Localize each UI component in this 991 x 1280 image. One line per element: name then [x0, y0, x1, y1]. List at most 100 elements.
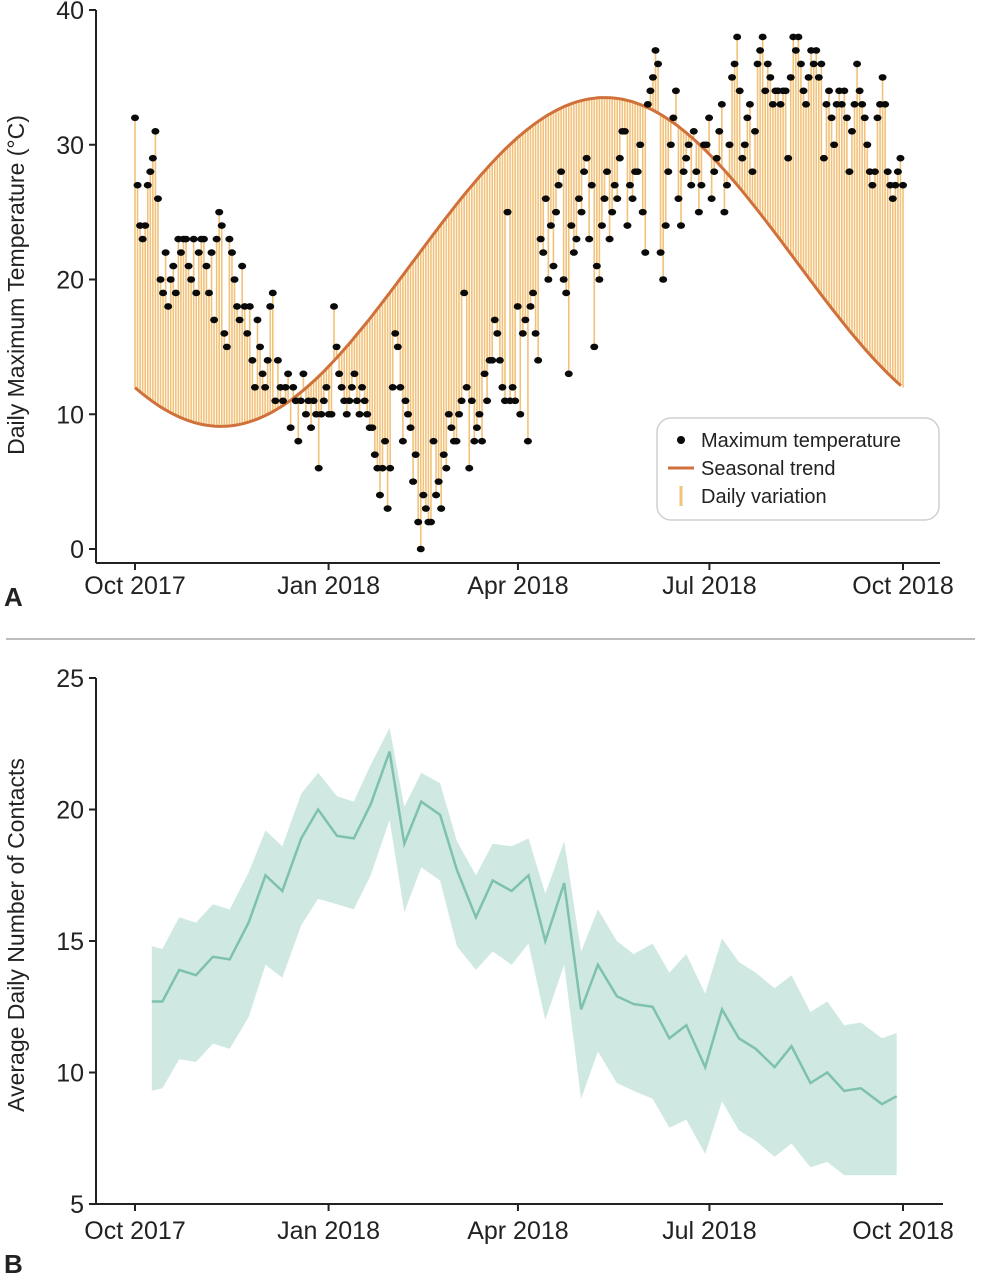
temperature-point	[712, 154, 721, 162]
temperature-point	[350, 370, 359, 378]
y-tick-label: 40	[56, 0, 84, 25]
temperature-point	[263, 357, 272, 364]
temperature-point	[796, 60, 805, 68]
temperature-point	[409, 478, 418, 485]
daily-variation-bars	[134, 36, 904, 549]
temperature-point	[580, 168, 589, 175]
temperature-point	[608, 208, 617, 216]
temperature-point	[893, 168, 902, 175]
temperature-point	[623, 222, 632, 229]
temperature-point	[891, 181, 900, 189]
temperature-point	[309, 397, 318, 405]
temperature-point	[610, 181, 619, 189]
temperature-point	[429, 437, 438, 445]
temperature-point	[814, 74, 823, 81]
temperature-point	[452, 437, 461, 445]
temperature-point	[781, 87, 790, 95]
contacts-confidence-band	[151, 728, 897, 1176]
temperature-point	[192, 289, 201, 297]
temperature-point	[697, 181, 706, 189]
temperature-point	[786, 74, 795, 81]
temperature-point	[314, 464, 323, 472]
temperature-point	[551, 208, 560, 216]
temperature-point	[296, 397, 305, 405]
temperature-point	[636, 141, 645, 149]
legend-point-icon	[677, 436, 685, 444]
temperature-point	[582, 154, 591, 162]
temperature-point	[534, 357, 543, 364]
temperature-point	[809, 60, 818, 68]
temperature-point	[439, 451, 448, 458]
temperature-point	[375, 491, 384, 499]
y-tick-label: 10	[56, 1060, 84, 1088]
temperature-point	[391, 330, 400, 337]
temperature-point	[207, 249, 216, 256]
temperature-point	[202, 262, 211, 270]
temperature-point	[161, 249, 170, 256]
temperature-point	[791, 47, 800, 54]
temperature-point	[572, 235, 581, 243]
temperature-point	[526, 303, 535, 310]
temperature-point	[184, 262, 193, 270]
temperature-point	[671, 87, 680, 95]
temperature-point	[299, 370, 308, 378]
temperature-point	[546, 222, 555, 229]
temperature-point	[153, 195, 162, 202]
y-tick-label: 20	[56, 267, 84, 295]
temperature-point	[881, 101, 890, 108]
temperature-point	[426, 518, 435, 526]
temperature-point	[460, 289, 469, 297]
temperature-point	[164, 303, 173, 310]
temperature-point	[899, 181, 907, 189]
temperature-point	[592, 262, 601, 270]
temperature-point	[625, 181, 634, 189]
temperature-point	[271, 397, 280, 405]
temperature-point	[784, 154, 793, 162]
panel-b-axes: 5 10 15 20 25 Oct 2017 Jan 2018 Apr 2018 Jul 201…	[56, 665, 954, 1245]
temperature-point	[419, 491, 428, 499]
temperature-point	[605, 235, 614, 243]
temperature-point	[549, 262, 558, 270]
temperature-point	[819, 154, 828, 162]
temperature-point	[648, 74, 657, 81]
temperature-point	[679, 168, 688, 175]
x-tick-label: Oct 2017	[84, 572, 185, 600]
temperature-point	[855, 87, 864, 95]
temperature-point	[664, 168, 673, 175]
temperature-point	[740, 141, 749, 149]
temperature-point	[587, 181, 596, 189]
y-tick-label: 15	[56, 928, 84, 956]
temperature-point	[878, 74, 887, 81]
temperature-point	[235, 316, 244, 324]
temperature-point	[434, 478, 443, 485]
x-tick-label: Jan 2018	[277, 1217, 380, 1245]
temperature-point	[638, 208, 647, 216]
y-tick-label: 5	[70, 1191, 84, 1219]
temperature-point	[562, 289, 571, 297]
temperature-point	[669, 114, 678, 122]
legend-label-seasonal-trend: Seasonal trend	[701, 458, 836, 480]
temperature-point	[511, 397, 520, 405]
temperature-point	[416, 545, 425, 553]
temperature-point	[222, 343, 231, 351]
temperature-point	[722, 181, 731, 189]
temperature-point	[812, 47, 821, 54]
temperature-point	[301, 410, 310, 418]
temperature-point	[199, 235, 208, 243]
x-tick-label: Oct 2017	[84, 1217, 185, 1245]
temperature-point	[659, 276, 668, 283]
temperature-point	[483, 397, 492, 405]
temperature-point	[743, 114, 752, 122]
temperature-point	[825, 87, 834, 95]
temperature-point	[493, 330, 502, 337]
temperature-point	[378, 464, 387, 472]
temperature-point	[717, 101, 726, 108]
panel-b-letter: B	[4, 1249, 23, 1279]
temperature-point	[837, 101, 846, 108]
temperature-point	[817, 60, 826, 68]
temperature-point	[615, 154, 624, 162]
temperature-point	[661, 222, 670, 229]
temperature-point	[143, 181, 152, 189]
temperature-point	[597, 222, 606, 229]
temperature-point	[245, 303, 254, 310]
